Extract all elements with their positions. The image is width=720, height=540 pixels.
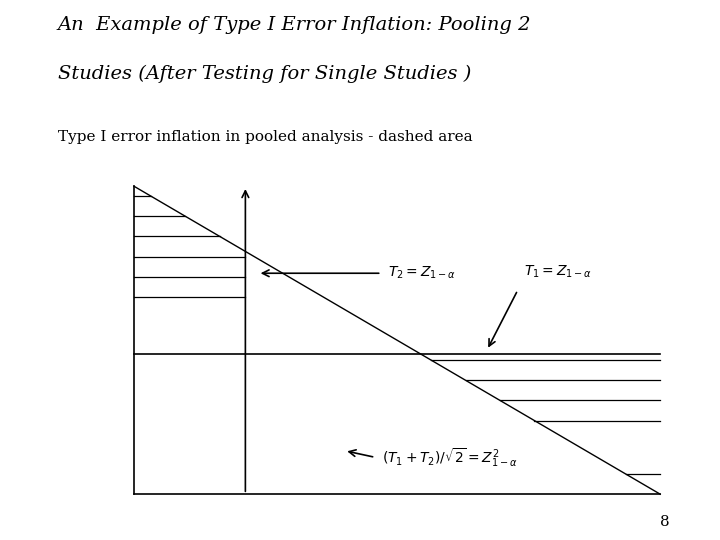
Text: $T_2 = Z_{1-\alpha}$: $T_2 = Z_{1-\alpha}$ <box>388 265 456 281</box>
Text: $(T_1 + T_2)/\sqrt{2} = Z_{1-\alpha}^{2}$: $(T_1 + T_2)/\sqrt{2} = Z_{1-\alpha}^{2}… <box>382 446 517 469</box>
Text: 8: 8 <box>660 515 670 529</box>
Text: Studies (After Testing for Single Studies ): Studies (After Testing for Single Studie… <box>58 65 471 83</box>
Text: Type I error inflation in pooled analysis - dashed area: Type I error inflation in pooled analysi… <box>58 130 472 144</box>
Text: An  Example of Type I Error Inflation: Pooling 2: An Example of Type I Error Inflation: Po… <box>58 16 531 34</box>
Text: $T_1 = Z_{1-\alpha}$: $T_1 = Z_{1-\alpha}$ <box>524 264 592 280</box>
